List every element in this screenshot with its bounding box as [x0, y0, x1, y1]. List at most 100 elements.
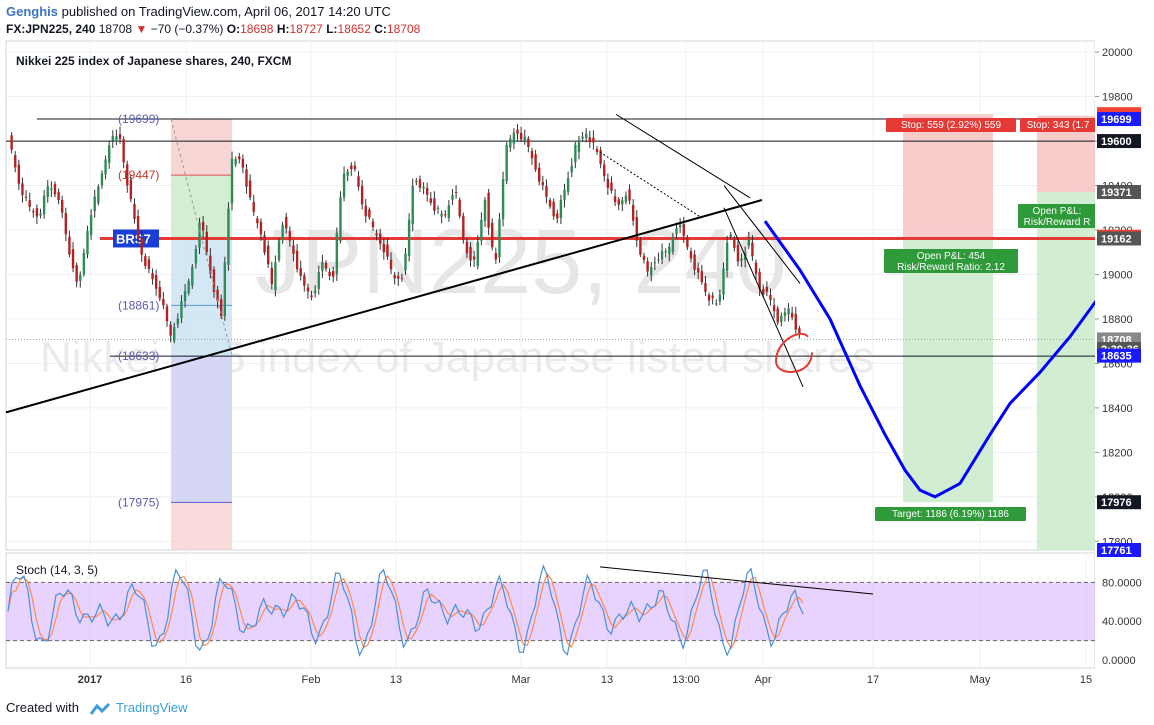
- candle-body: [220, 299, 223, 316]
- open-value: 18698: [240, 22, 274, 36]
- candle-body: [425, 188, 429, 195]
- candle-body: [574, 144, 577, 163]
- candle-body: [733, 239, 736, 248]
- candle-body: [487, 192, 490, 228]
- axis-tick-label: 19000: [1102, 269, 1133, 281]
- candle-body: [209, 255, 212, 274]
- candle-body: [718, 294, 722, 302]
- axis-tick-label: 18800: [1102, 314, 1133, 326]
- x-tick-label: 17: [867, 674, 879, 686]
- candle-body: [115, 136, 118, 142]
- stop-label-1: Stop: 559 (2.92%) 559: [901, 120, 1002, 131]
- price-tag: 17976: [1101, 497, 1132, 509]
- candle-body: [357, 176, 360, 187]
- candle-body: [545, 186, 548, 197]
- candle-body: [375, 233, 378, 236]
- price-tag: 19371: [1101, 187, 1132, 199]
- candle-body: [292, 245, 295, 254]
- candle-body: [234, 159, 237, 165]
- footer: Created with TradingView: [6, 700, 188, 716]
- candle-body: [480, 219, 483, 241]
- candle-body: [433, 198, 436, 211]
- candle-body: [675, 228, 678, 235]
- candle-body: [628, 189, 631, 201]
- candle-body: [581, 136, 584, 139]
- candle-body: [783, 312, 787, 316]
- candle-body: [527, 138, 530, 147]
- candle-body: [79, 274, 82, 281]
- candle-body: [64, 213, 68, 235]
- candle-body: [624, 195, 628, 203]
- candle-body: [671, 237, 675, 252]
- open-label: O:: [226, 22, 241, 36]
- candle-body: [53, 184, 57, 195]
- candle-body: [595, 148, 599, 152]
- candle-body: [400, 278, 404, 280]
- fib-diagonal: [170, 118, 233, 356]
- close-label: C:: [374, 22, 387, 36]
- candle-body: [418, 179, 422, 188]
- candle-body: [187, 280, 190, 294]
- candle-body: [689, 251, 693, 259]
- candle-body: [397, 275, 400, 279]
- candle-body: [606, 178, 610, 188]
- stoch-d-line: [7, 572, 804, 650]
- candle-body: [534, 154, 537, 170]
- candle-body: [136, 216, 140, 240]
- candle-body: [118, 134, 122, 140]
- candle-body: [35, 208, 39, 217]
- chart-canvas[interactable]: JPN225, 240 Nikkei 225 index of Japanese …: [0, 40, 1154, 690]
- candle-body: [194, 249, 198, 264]
- candle-body: [519, 132, 523, 140]
- tradingview-brand[interactable]: TradingView: [116, 700, 188, 715]
- candle-body: [144, 256, 147, 267]
- zone-red-bottom: [171, 502, 232, 550]
- candle-body: [238, 156, 241, 160]
- candle-body: [107, 145, 111, 163]
- candle-body: [476, 241, 479, 267]
- candle-body: [660, 251, 664, 260]
- candle-body: [183, 290, 187, 302]
- candle-body: [82, 252, 86, 275]
- author-link[interactable]: Genghis: [6, 4, 59, 19]
- candle-body: [639, 239, 642, 255]
- candle-body: [563, 189, 566, 200]
- candle-body: [469, 246, 472, 261]
- candle-body: [631, 205, 635, 221]
- x-tick-label: Feb: [302, 674, 321, 686]
- brs-label: BRS7: [116, 231, 151, 246]
- candle-body: [707, 294, 711, 301]
- candle-body: [794, 313, 797, 330]
- candle-body: [697, 267, 700, 273]
- candle-body: [552, 201, 555, 217]
- pnl-label-2: Open P&L:: [1033, 206, 1082, 217]
- candle-body: [599, 150, 602, 165]
- symbol-line: FX:JPN225, 240 18708 ▼ −70 (−0.37%) O:18…: [6, 22, 420, 36]
- candle-body: [321, 262, 324, 271]
- x-tick-label: 13: [601, 674, 613, 686]
- candle-body: [180, 301, 183, 319]
- candle-body: [104, 159, 107, 175]
- high-label: H:: [276, 22, 290, 36]
- candle-body: [17, 164, 21, 184]
- close-value: 18708: [386, 22, 421, 36]
- candle-body: [454, 191, 458, 193]
- projection-curve: [763, 220, 1098, 499]
- candle-body: [512, 132, 516, 144]
- candle-body: [538, 167, 541, 182]
- price-tag-bg: [1097, 112, 1141, 127]
- candle-body: [762, 289, 765, 295]
- annotation-circle: [774, 333, 813, 373]
- candle-body: [621, 200, 624, 205]
- low-label: L:: [326, 22, 338, 36]
- candle-body: [89, 215, 93, 235]
- candle-body: [751, 242, 754, 257]
- candle-body: [610, 182, 613, 191]
- candle-body: [780, 315, 783, 322]
- x-tick-label: 13: [390, 674, 402, 686]
- candle-body: [440, 213, 443, 217]
- candle-body: [50, 188, 53, 190]
- axis-tick-label: 19800: [1102, 92, 1133, 104]
- candle-body: [248, 180, 252, 198]
- candle-body: [342, 173, 346, 198]
